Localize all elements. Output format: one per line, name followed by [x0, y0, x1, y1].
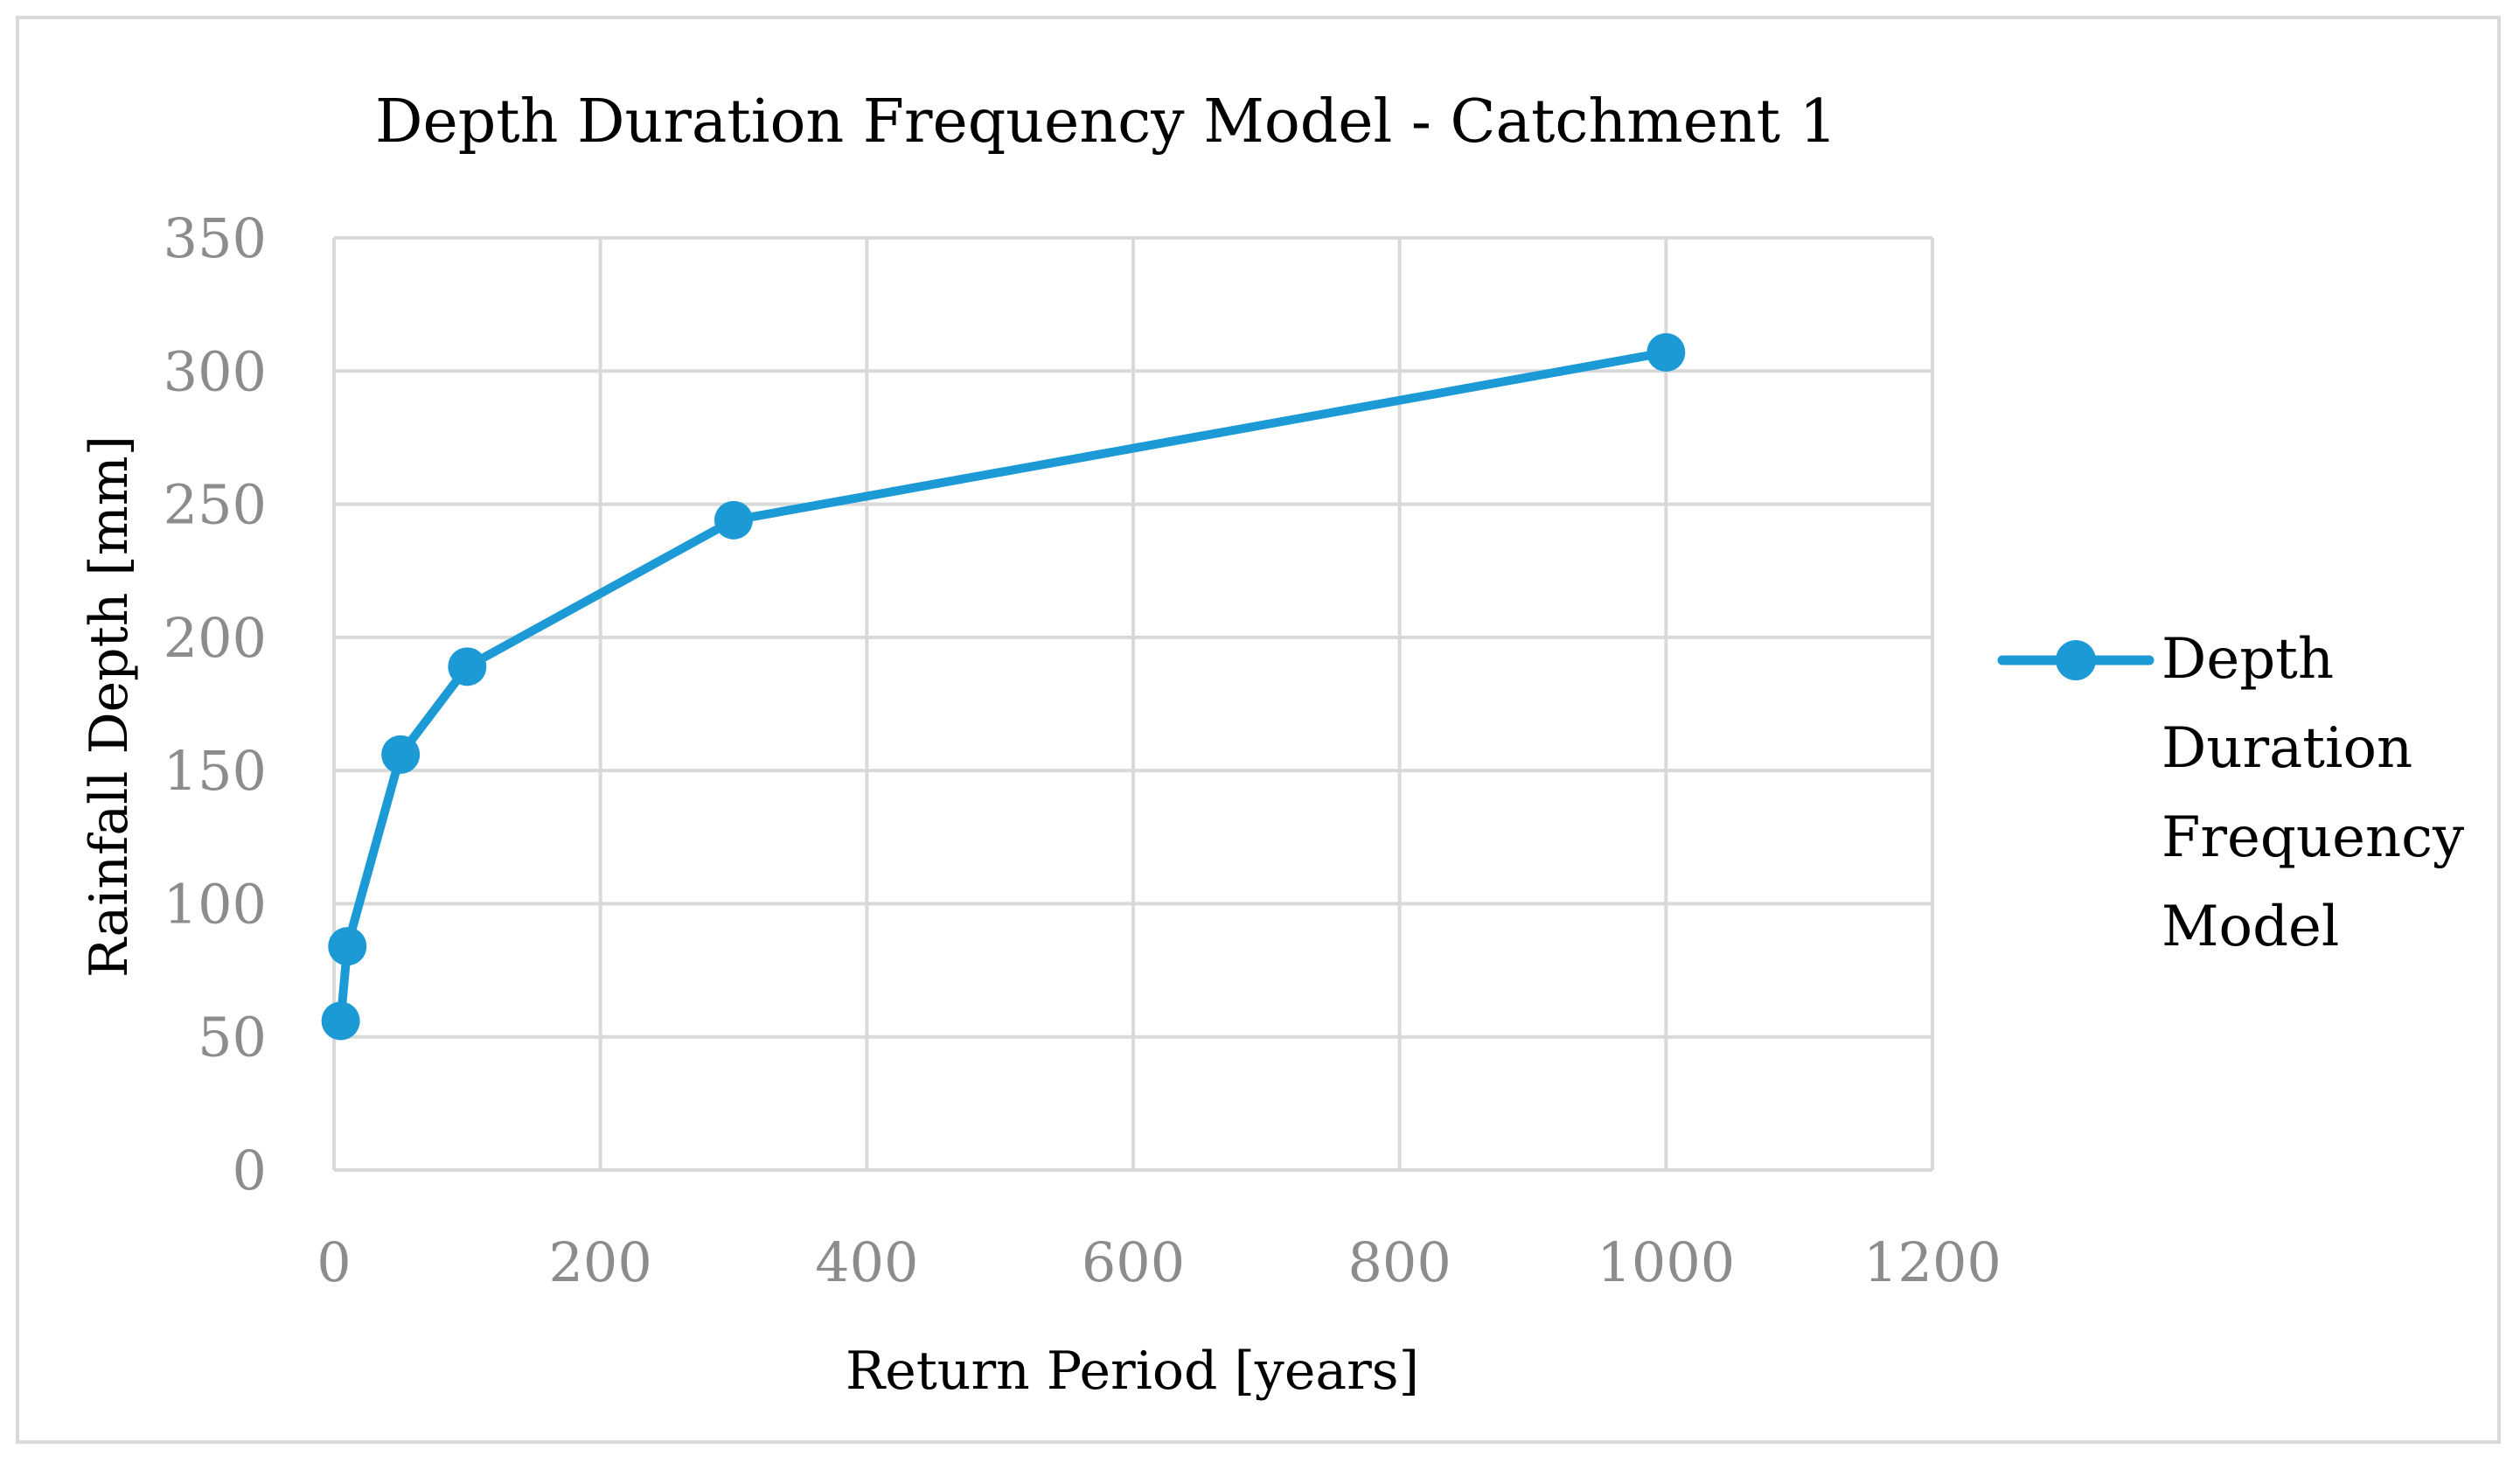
grid-lines — [332, 236, 1934, 1172]
data-point-50 — [381, 735, 421, 774]
y-tick-label-0: 0 — [233, 1139, 267, 1202]
legend-label-line-3: Frequency — [2161, 805, 2464, 870]
chart-title: Depth Duration Frequency Model - Catchme… — [375, 87, 1837, 157]
data-point-1000 — [1646, 332, 1686, 372]
x-tick-label-200: 200 — [548, 1230, 651, 1294]
data-point-100 — [448, 647, 487, 686]
legend: Depth Duration Frequency Model — [1997, 627, 2464, 959]
x-tick-label-1000: 1000 — [1597, 1230, 1735, 1294]
y-tick-label-100: 100 — [164, 872, 267, 936]
y-tick-label-350: 350 — [164, 206, 267, 270]
y-axis-title: Rainfall Depth [mm] — [79, 435, 140, 978]
series-line-0 — [336, 347, 1671, 1026]
y-tick-label-200: 200 — [164, 606, 267, 670]
y-tick-label-150: 150 — [164, 739, 267, 803]
x-tick-label-0: 0 — [317, 1230, 351, 1294]
x-axis-ticks: 0 200 400 600 800 1000 1200 — [317, 1230, 2001, 1294]
chart-frame — [16, 16, 2501, 1444]
y-tick-label-50: 50 — [198, 1006, 267, 1069]
data-point-10 — [328, 927, 367, 966]
data-point-300 — [714, 500, 753, 540]
legend-label-line-2: Duration — [2161, 716, 2412, 781]
y-tick-label-250: 250 — [164, 473, 267, 537]
legend-label-line-4: Model — [2161, 895, 2339, 959]
data-point-5 — [321, 1001, 360, 1041]
x-axis-title: Return Period [years] — [846, 1341, 1419, 1402]
legend-label-line-1: Depth — [2161, 627, 2334, 692]
x-tick-label-1200: 1200 — [1863, 1230, 2001, 1294]
series-layer — [321, 332, 1686, 1041]
legend-marker-swatch — [2056, 640, 2096, 680]
x-tick-label-400: 400 — [815, 1230, 918, 1294]
x-tick-label-800: 800 — [1347, 1230, 1451, 1294]
y-tick-label-300: 300 — [164, 339, 267, 403]
y-axis-ticks: 0 50 100 150 200 250 300 350 — [164, 206, 267, 1202]
x-tick-label-600: 600 — [1082, 1230, 1185, 1294]
